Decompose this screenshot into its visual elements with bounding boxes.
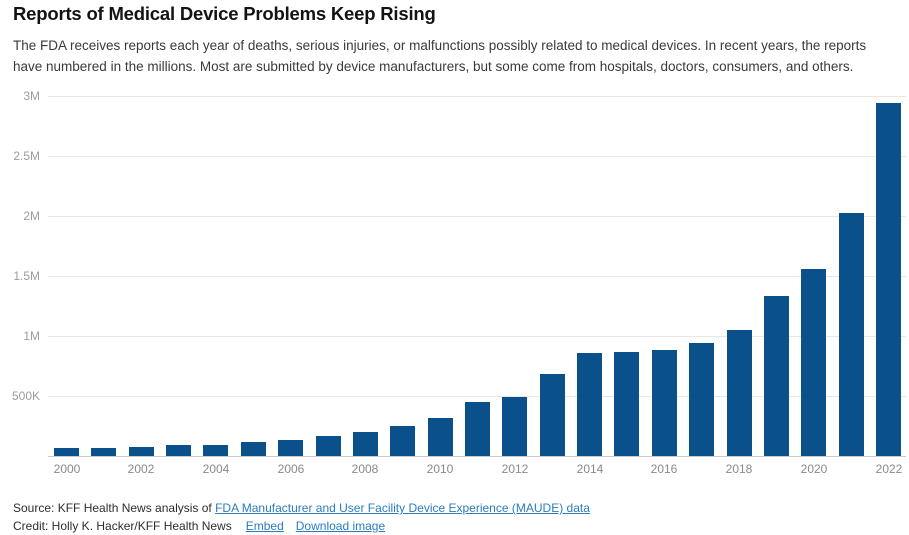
credit-line: Credit: Holly K. Hacker/KFF Health News E… bbox=[13, 518, 899, 535]
bar-2022[interactable] bbox=[876, 103, 901, 456]
x-axis-line bbox=[48, 456, 906, 457]
x-axis-label-2020: 2020 bbox=[800, 462, 828, 476]
bar-2013[interactable] bbox=[540, 374, 565, 456]
bar-2019[interactable] bbox=[764, 296, 789, 456]
chart-footer: Source: KFF Health News analysis of FDA … bbox=[13, 500, 899, 535]
x-axis-label-2016: 2016 bbox=[650, 462, 678, 476]
credit-label: Credit: Holly K. Hacker/KFF Health News bbox=[13, 518, 232, 533]
x-axis-label-2006: 2006 bbox=[277, 462, 305, 476]
y-axis-label-2M: 2M bbox=[23, 209, 40, 223]
source-line: Source: KFF Health News analysis of FDA … bbox=[13, 500, 899, 517]
gridline-500K bbox=[48, 396, 906, 397]
y-axis-label-3M: 3M bbox=[23, 89, 40, 103]
bar-2001[interactable] bbox=[91, 448, 116, 456]
bar-2016[interactable] bbox=[652, 350, 677, 456]
bar-2005[interactable] bbox=[241, 442, 266, 456]
x-axis-label-2018: 2018 bbox=[725, 462, 753, 476]
y-axis-label-500K: 500K bbox=[11, 389, 40, 403]
bar-2015[interactable] bbox=[614, 352, 639, 456]
bar-2011[interactable] bbox=[465, 402, 490, 456]
y-axis-label-1.5M: 1.5M bbox=[13, 269, 40, 283]
x-axis-label-2014: 2014 bbox=[576, 462, 604, 476]
gridline-1M bbox=[48, 336, 906, 337]
bar-2017[interactable] bbox=[689, 343, 714, 456]
x-axis-label-2000: 2000 bbox=[53, 462, 81, 476]
gridline-1.5M bbox=[48, 276, 906, 277]
y-axis-label-1M: 1M bbox=[23, 329, 40, 343]
source-link[interactable]: FDA Manufacturer and User Facility Devic… bbox=[215, 501, 590, 515]
embed-link[interactable]: Embed bbox=[245, 518, 284, 533]
bar-2009[interactable] bbox=[390, 426, 415, 456]
chart-description: The FDA receives reports each year of de… bbox=[13, 38, 867, 74]
gridline-2.5M bbox=[48, 156, 906, 157]
bar-2020[interactable] bbox=[801, 269, 826, 456]
bar-2000[interactable] bbox=[54, 448, 79, 456]
bar-2012[interactable] bbox=[502, 397, 527, 456]
x-axis-label-2008: 2008 bbox=[351, 462, 379, 476]
page-title: Reports of Medical Device Problems Keep … bbox=[13, 3, 436, 24]
bar-chart: 500K 1M 1.5M 2M 2.5M 3M 2000 2002 2004 2006 2008 20… bbox=[11, 89, 906, 476]
download-image-link[interactable]: Download image bbox=[295, 518, 386, 533]
x-axis-label-2022: 2022 bbox=[875, 462, 903, 476]
bar-2021[interactable] bbox=[839, 213, 864, 456]
source-label: Source: KFF Health News analysis of bbox=[13, 501, 216, 515]
bar-2018[interactable] bbox=[727, 330, 752, 456]
bar-2007[interactable] bbox=[316, 436, 341, 456]
bar-2002[interactable] bbox=[129, 447, 154, 456]
bar-2003[interactable] bbox=[166, 445, 191, 456]
y-axis-label-2.5M: 2.5M bbox=[13, 149, 40, 163]
gridline-2M bbox=[48, 216, 906, 217]
bar-2010[interactable] bbox=[428, 418, 453, 456]
bar-2006[interactable] bbox=[278, 440, 303, 456]
bar-2008[interactable] bbox=[353, 432, 378, 456]
bar-2014[interactable] bbox=[577, 353, 602, 456]
x-axis-label-2002: 2002 bbox=[127, 462, 155, 476]
gridline-3M bbox=[48, 96, 906, 97]
x-axis-label-2004: 2004 bbox=[202, 462, 230, 476]
bar-2004[interactable] bbox=[203, 445, 228, 456]
x-axis-label-2012: 2012 bbox=[501, 462, 529, 476]
x-axis-label-2010: 2010 bbox=[426, 462, 454, 476]
